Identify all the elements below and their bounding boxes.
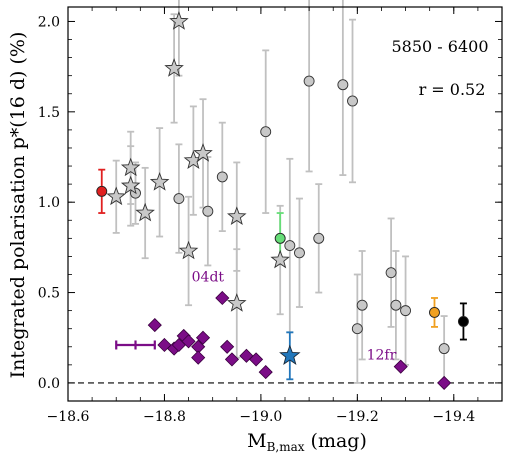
y-tick-label-3: 1.5 <box>38 105 60 121</box>
purple-diamond-point-10 <box>224 352 240 367</box>
gray-star-point-12 <box>270 249 290 269</box>
y-tick-label-2: 1.0 <box>38 195 60 211</box>
gray-circle-point-16 <box>438 343 450 355</box>
gray-circle-point-8 <box>313 232 325 244</box>
purple-diamond-point-13 <box>249 352 264 367</box>
purple-diamond-point-7 <box>191 350 206 365</box>
point-label-12fr: 12fr <box>367 347 397 363</box>
purple-diamond-point-8 <box>195 330 211 345</box>
representative-error-cross <box>115 340 156 350</box>
purple-diamond-point-12 <box>239 348 254 363</box>
gray-circle-point-14 <box>390 299 402 311</box>
gray-star-point-0 <box>106 186 126 206</box>
gray-circle-point-2 <box>202 205 214 217</box>
gray-star-point-10 <box>227 206 247 225</box>
gray-star-point-9 <box>193 143 213 162</box>
annotation-correlation: r = 0.52 <box>419 80 486 99</box>
gray-circle-point-11 <box>351 323 363 335</box>
gray-circle-point-15 <box>400 305 412 317</box>
gray-circle-point-5 <box>284 240 296 252</box>
x-axis-label-unit: (mag) <box>305 430 367 452</box>
gray-star-point-2 <box>120 175 141 195</box>
x-axis-label-sub: B,max <box>267 440 305 454</box>
purple-diamond-point-9 <box>220 339 235 354</box>
gray-circle-point-1 <box>173 193 185 205</box>
x-axis-label: MB,max (mag) <box>247 430 367 454</box>
blue-star-point-4 <box>279 344 301 365</box>
gray-circle-point-6 <box>294 247 305 259</box>
red-circle-point-0 <box>96 185 108 197</box>
x-tick-label-0: −18.6 <box>47 409 90 425</box>
purple-diamond-point-15 <box>393 359 408 374</box>
point-label-04dt: 04dt <box>192 270 225 286</box>
axes: −18.6 −18.8 −19.0 −19.2 −19.4 0.0 0.5 1.0 1.5 2.0 <box>38 6 503 425</box>
gray-circle-point-9 <box>337 79 349 91</box>
gray-circle-point-3 <box>216 171 228 183</box>
gray-star-point-6 <box>169 11 189 30</box>
purple-diamond-point-0 <box>147 318 162 333</box>
y-tick-label-0: 0.0 <box>38 376 60 392</box>
gray-star-point-11 <box>227 293 247 312</box>
x-tick-label-4: −19.4 <box>432 409 475 425</box>
black-circle-point-3 <box>457 316 469 327</box>
y-tick-label-1: 0.5 <box>38 286 60 302</box>
gray-star-point-4 <box>149 172 170 191</box>
purple-diamond-point-14 <box>258 365 273 380</box>
y-axis-label: Integrated polarisation p*(16 d) (%) <box>7 32 29 379</box>
annotation-range: 5850 - 6400 <box>391 37 488 56</box>
orange-circle-point-2 <box>429 306 440 318</box>
gray-circle-point-12 <box>356 299 368 311</box>
gray-circle-point-13 <box>385 267 397 279</box>
purple-diamond-point-5 <box>181 334 196 349</box>
gray-circle-point-4 <box>260 126 272 138</box>
gray-star-point-3 <box>135 202 155 222</box>
x-tick-label-2: −19.0 <box>239 409 282 425</box>
gray-star-point-5 <box>164 58 184 77</box>
purple-diamond-point-11 <box>215 290 230 306</box>
data-marks: 04dt 12fr <box>96 0 469 390</box>
x-tick-label-1: −18.8 <box>143 409 186 425</box>
purple-diamond-point-16 <box>437 375 452 390</box>
green-circle-point-1 <box>274 232 286 244</box>
gray-circle-point-7 <box>303 75 315 87</box>
x-axis-label-main: M <box>247 430 266 452</box>
gray-circle-point-10 <box>347 95 358 107</box>
y-tick-label-4: 2.0 <box>38 14 60 30</box>
gray-star-point-1 <box>120 157 141 177</box>
gray-star-point-7 <box>178 240 199 260</box>
x-tick-label-3: −19.2 <box>336 409 379 425</box>
